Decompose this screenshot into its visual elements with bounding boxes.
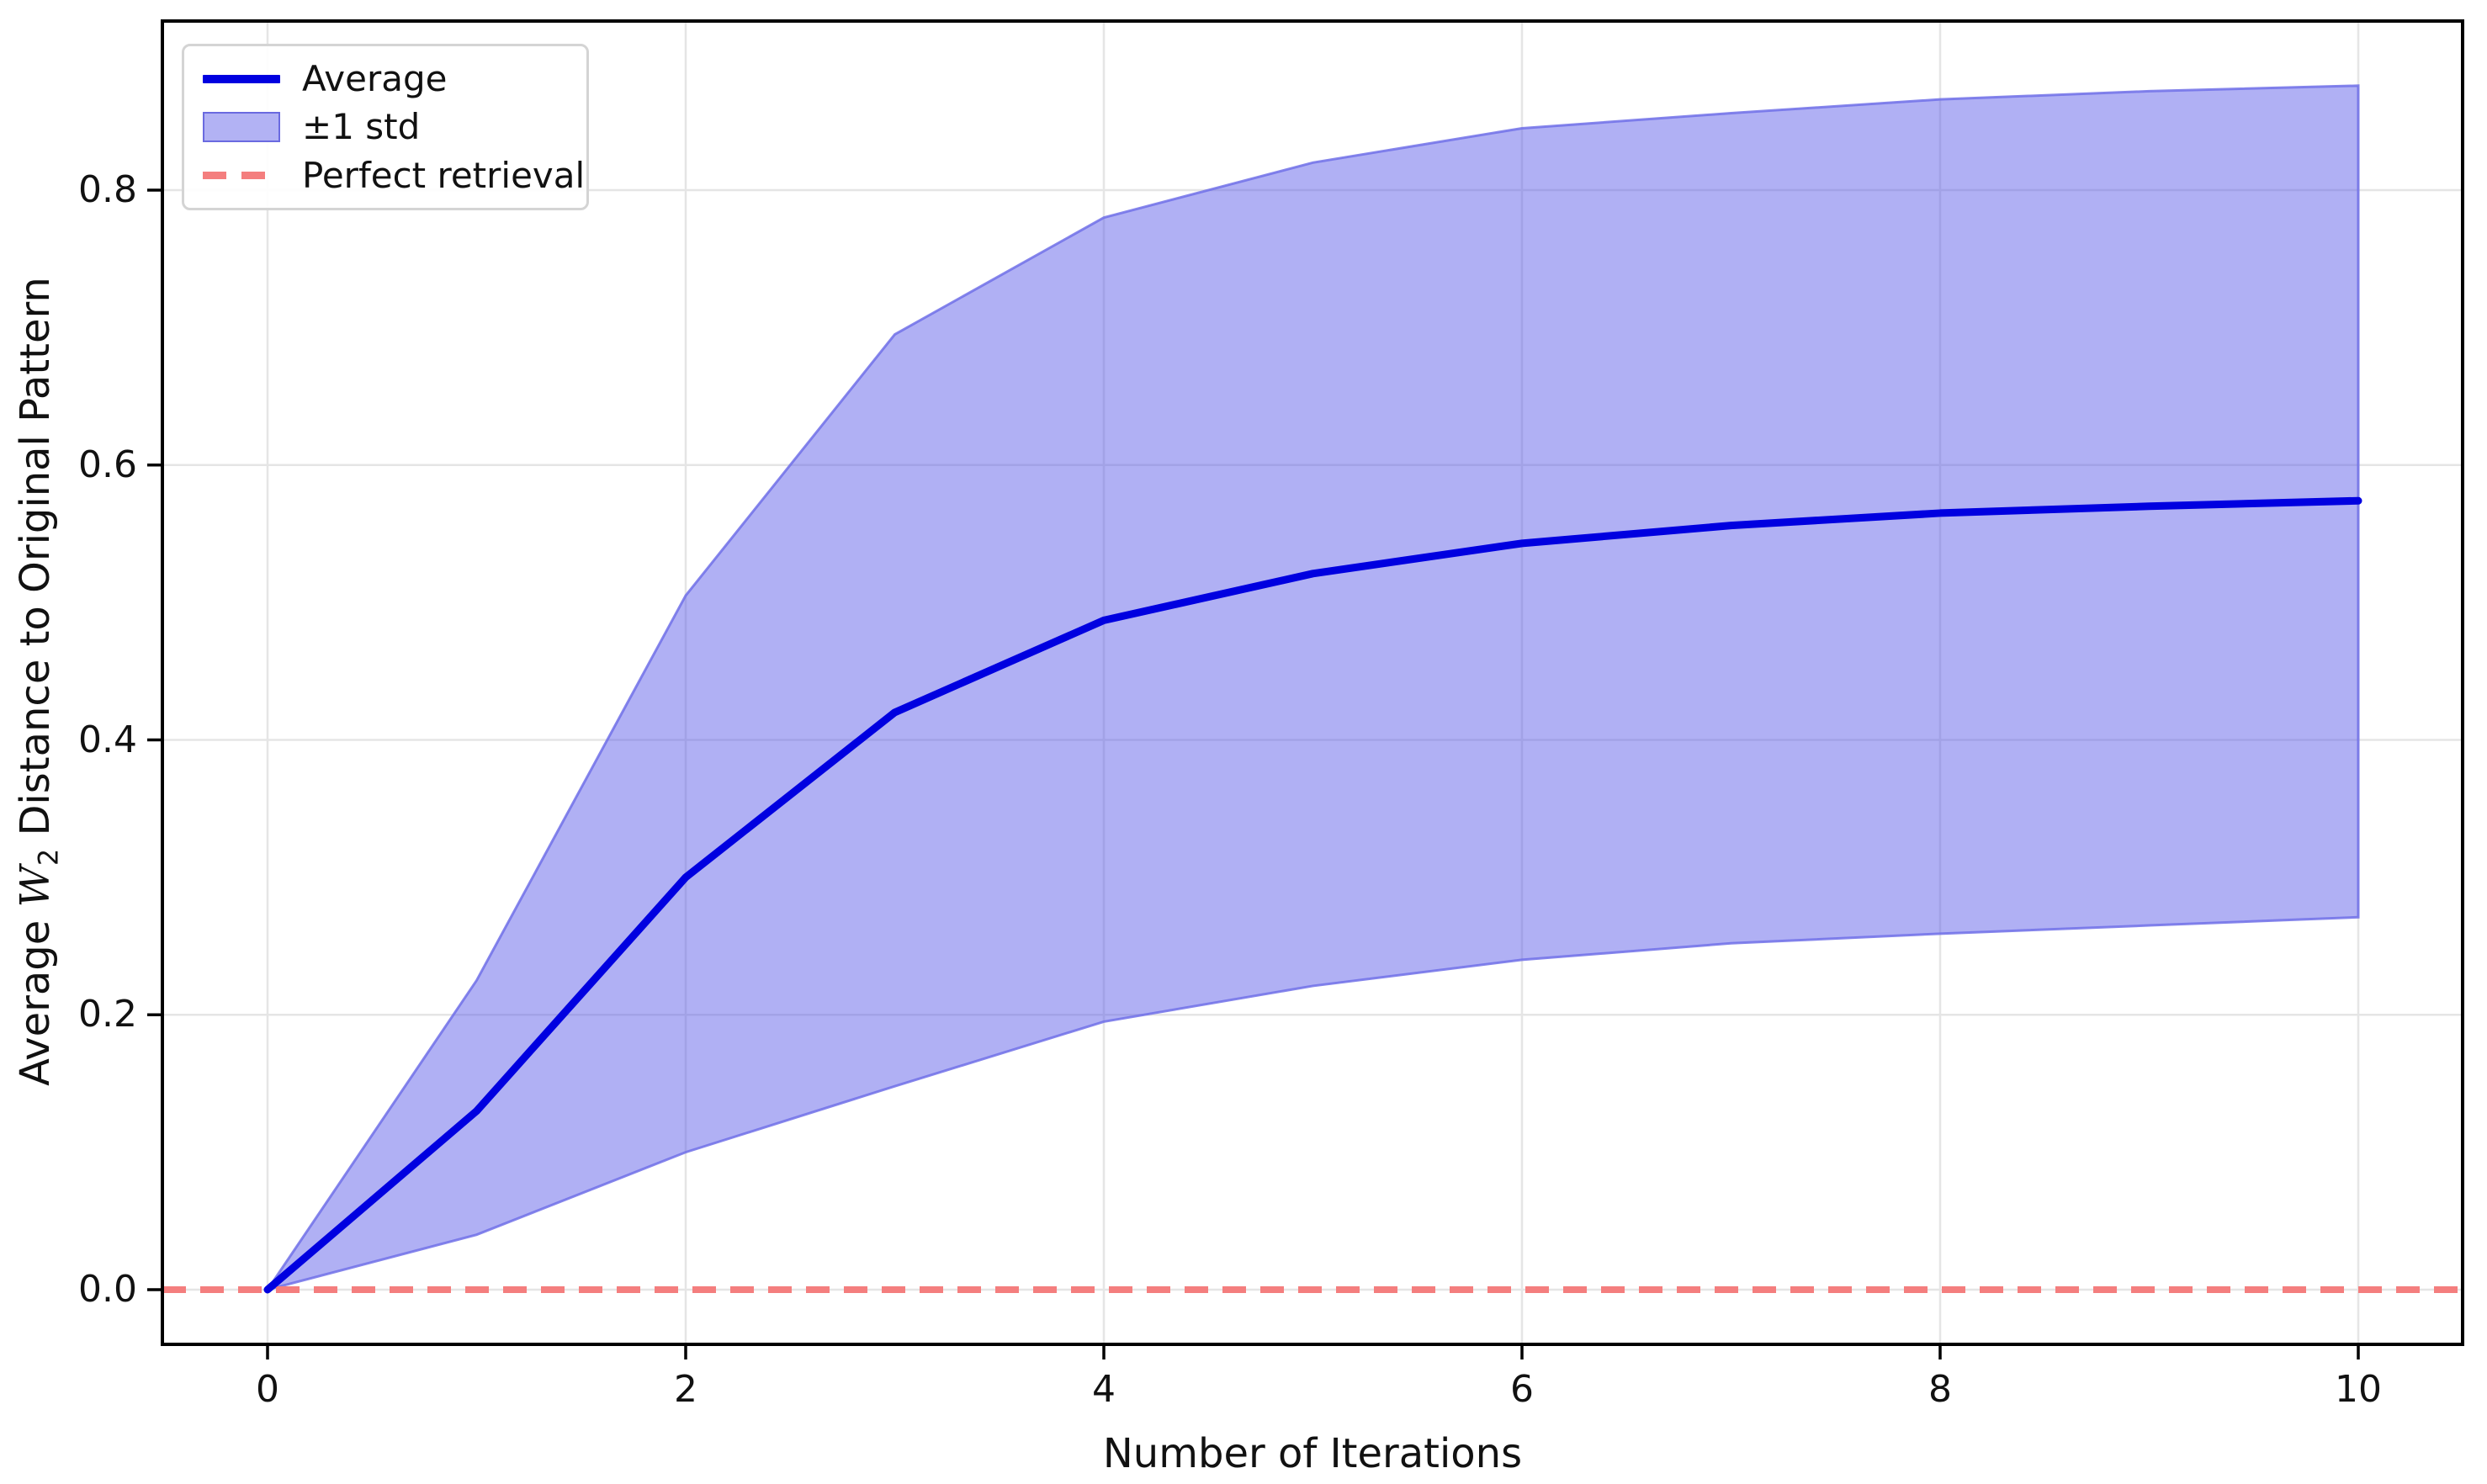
legend-item-perfect-retrieval: Perfect retrieval: [184, 151, 586, 199]
average-line: [263, 496, 2362, 1294]
x-axis-label: Number of Iterations: [1102, 1430, 1523, 1477]
legend-label-average: Average: [302, 58, 448, 100]
y-axis-label: Average W2 Distance to Original Pattern: [12, 277, 65, 1086]
average-line-swatch: [203, 74, 280, 83]
x-tick-label: 0: [256, 1368, 279, 1411]
y-tick-label: 0.0: [78, 1268, 137, 1311]
legend-item-average: Average: [184, 56, 586, 103]
legend: Average ±1 std Perfect retrieval: [182, 44, 589, 210]
legend-label-perfect-retrieval: Perfect retrieval: [302, 154, 586, 196]
std-band: [264, 84, 2360, 1292]
x-tick-label: 8: [1928, 1368, 1952, 1411]
y-tick-label: 0.6: [78, 443, 137, 486]
x-tick-label: 6: [1510, 1368, 1534, 1411]
y-tick-label: 0.8: [78, 168, 137, 211]
y-tick-label: 0.4: [78, 718, 137, 761]
perfect-retrieval-swatch: [203, 171, 280, 179]
legend-label-std: ±1 std: [302, 106, 421, 148]
x-tick-label: 2: [674, 1368, 697, 1411]
x-tick-label: 4: [1092, 1368, 1116, 1411]
axes-spines: [161, 19, 2464, 1346]
legend-item-std: ±1 std: [184, 103, 586, 151]
x-tick-label: 10: [2335, 1368, 2382, 1411]
y-tick-label: 0.2: [78, 993, 137, 1036]
std-band-swatch: [203, 111, 280, 142]
